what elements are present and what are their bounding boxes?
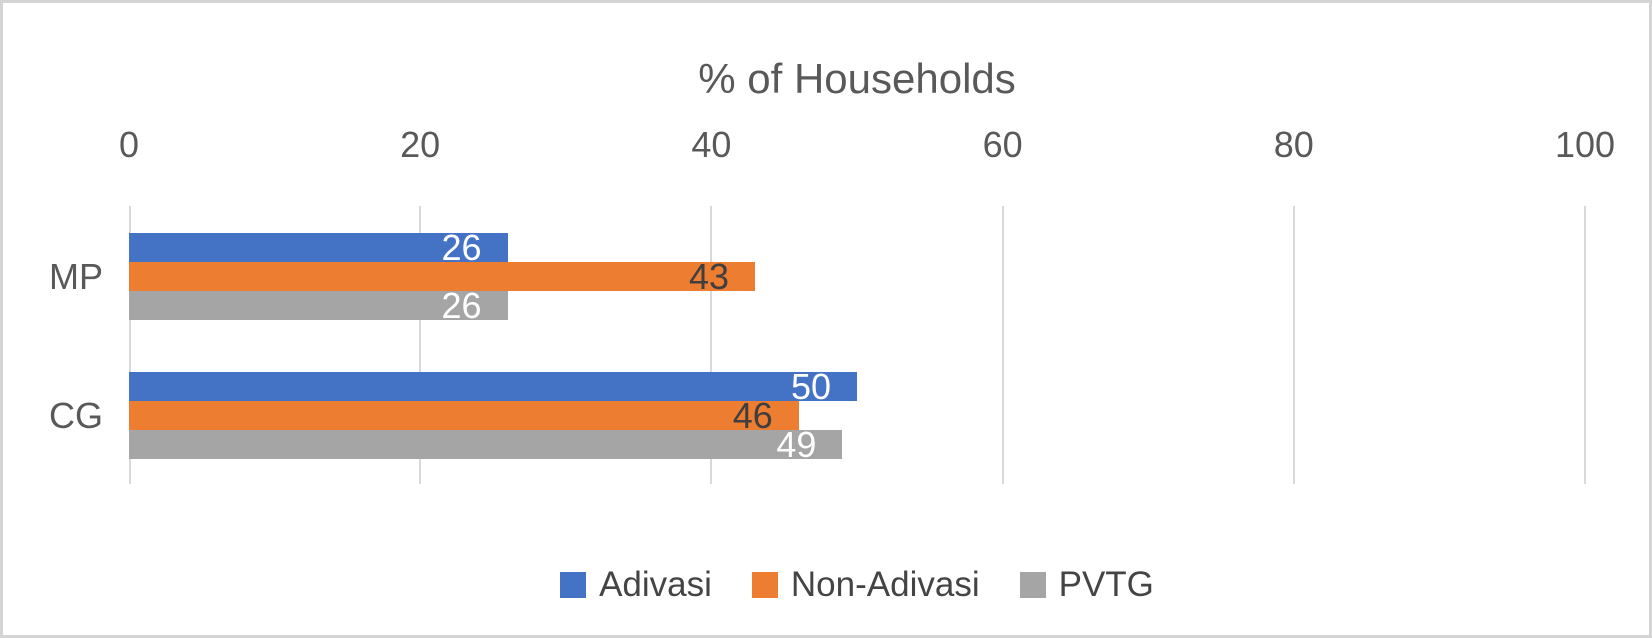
bar-CG-PVTG: 49 [129,424,843,465]
category-label-MP: MP [49,255,103,297]
gridline [419,206,422,484]
legend-label: Non-Adivasi [790,565,980,604]
data-label: 46 [732,395,773,436]
x-tick-label: 0 [118,124,140,165]
x-tick-label: 20 [400,124,441,165]
data-label: 50 [790,366,831,407]
x-tick-label: 80 [1273,124,1314,165]
data-label: 26 [441,285,482,326]
plot-area: 26 43 26 50 46 49 [129,206,1587,484]
legend: Adivasi Non-Adivasi PVTG [129,561,1585,609]
bar-MP-Non-Adivasi: 43 [129,256,756,297]
gridline [1584,206,1586,484]
data-label: 43 [689,256,730,297]
bar-MP-PVTG: 26 [129,285,508,326]
legend-swatch-icon [1019,572,1046,598]
legend-item-PVTG: PVTG [1019,565,1154,605]
x-tick-label: 60 [982,124,1023,165]
gridline [129,206,131,484]
gridline [710,206,713,484]
legend-swatch-icon [560,572,587,598]
gridline [1292,206,1295,484]
legend-item-Non-Adivasi: Non-Adivasi [751,565,980,605]
x-tick-label: 100 [1554,124,1616,165]
bar-CG-Adivasi: 50 [129,366,857,407]
legend-swatch-icon [751,572,778,598]
legend-label: Adivasi [599,565,712,604]
legend-item-Adivasi: Adivasi [560,565,712,605]
x-tick-label: 40 [691,124,732,165]
data-label: 49 [776,424,817,465]
legend-label: PVTG [1058,565,1154,604]
bar-CG-Non-Adivasi: 46 [129,395,799,436]
category-label-CG: CG [49,394,103,436]
bar-MP-Adivasi: 26 [129,227,508,268]
gridline [1001,206,1004,484]
data-label: 26 [441,227,482,268]
chart-title: % of Households [698,55,1016,102]
